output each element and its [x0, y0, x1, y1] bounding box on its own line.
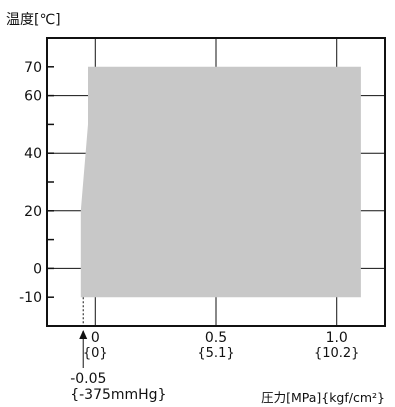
x-tick-label: 0 [91, 330, 100, 346]
x-tick-sublabel: {10.2} [314, 346, 360, 361]
annotation-sublabel: {-375mmHg} [70, 387, 166, 403]
y-tick-label: 40 [24, 146, 42, 162]
y-tick-label: 60 [24, 89, 42, 105]
x-tick-sublabel: {0} [83, 346, 108, 361]
y-tick-label: 70 [24, 60, 42, 76]
x-tick-label: 1.0 [326, 330, 348, 346]
y-tick-label: 0 [33, 261, 42, 277]
annotation-arrow-head [79, 330, 88, 339]
y-tick-label: 20 [24, 204, 42, 220]
x-ticks: 0{0} 0.5{5.1} 1.0{10.2} [83, 330, 360, 361]
y-tick-label: -10 [19, 290, 42, 306]
x-axis-label: 圧力[MPa]{kgf/cm²} [261, 390, 385, 405]
x-tick-label: 0.5 [205, 330, 227, 346]
annotation-label: -0.05 [70, 371, 106, 387]
operating-region-area [80, 66, 361, 298]
y-axis-label: 温度[℃] [6, 12, 61, 28]
x-tick-sublabel: {5.1} [197, 346, 234, 361]
y-ticks: 70 60 40 20 0 -10 [19, 60, 54, 306]
annotation: -0.05{-375mmHg} [70, 297, 166, 403]
operating-region [80, 66, 361, 298]
